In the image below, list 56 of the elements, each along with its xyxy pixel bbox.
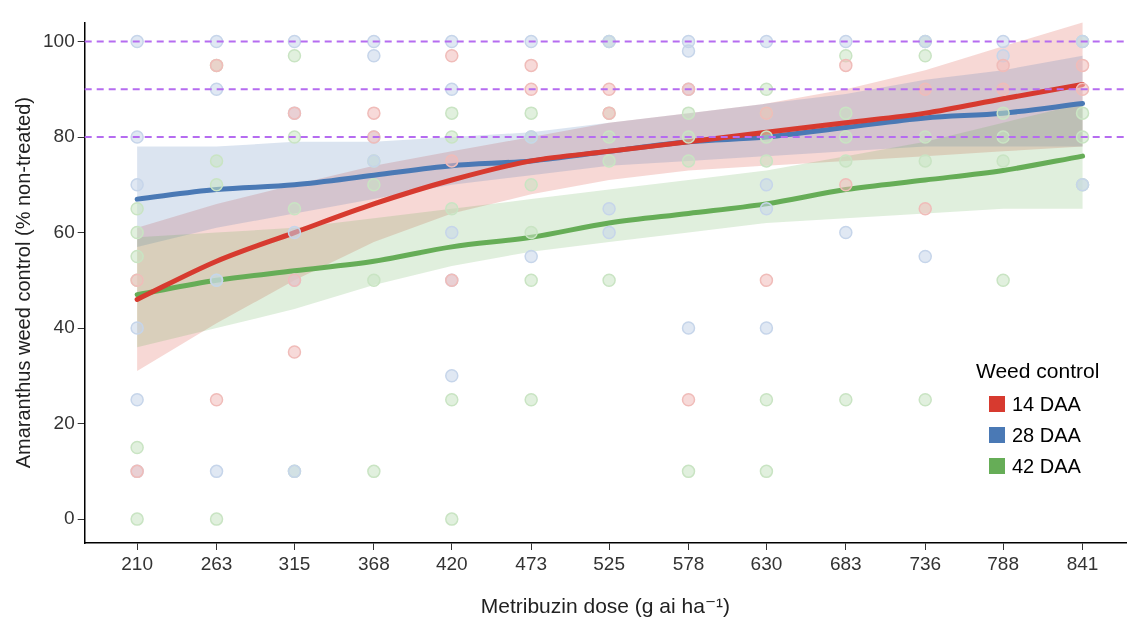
y-tick-label: 40 [53, 316, 75, 338]
x-tick-label: 578 [672, 552, 705, 574]
y-tick-label: 0 [64, 507, 75, 529]
point [996, 58, 1010, 73]
point [445, 49, 459, 63]
x-tick-label: 525 [593, 552, 625, 574]
point [681, 321, 696, 335]
x-tick-label: 473 [515, 552, 548, 574]
point [130, 392, 144, 407]
point [759, 178, 774, 192]
x-tick-label: 263 [200, 552, 233, 574]
point [759, 273, 774, 288]
x-axis-title: Metribuzin dose (g ai ha⁻¹) [480, 594, 730, 618]
point [918, 201, 932, 216]
point [130, 321, 144, 335]
x-tick-label: 315 [278, 552, 311, 574]
point [681, 44, 696, 58]
y-tick-label: 60 [53, 220, 75, 242]
point [209, 464, 224, 479]
x-tick-label: 420 [435, 552, 468, 574]
y-tick-label: 100 [43, 29, 75, 51]
point [445, 369, 459, 383]
point [287, 225, 302, 240]
x-tick-label: 683 [829, 552, 862, 574]
point [524, 58, 538, 73]
point [681, 392, 696, 407]
point [759, 201, 774, 216]
x-tick-label: 630 [750, 552, 783, 574]
point [367, 106, 381, 120]
point [130, 178, 144, 192]
point [602, 201, 616, 216]
legend-label: 42 DAA [1012, 454, 1082, 477]
point [839, 225, 853, 240]
y-axis-title: Amaranthus weed control (% non-treated) [11, 97, 34, 469]
point [445, 225, 459, 240]
y-tick-label: 80 [53, 125, 75, 147]
point [209, 392, 224, 407]
point [918, 249, 932, 264]
x-tick-label: 841 [1066, 552, 1099, 574]
x-tick-label: 788 [987, 552, 1019, 574]
point [602, 225, 616, 240]
point [839, 58, 853, 73]
point [445, 154, 459, 168]
legend-label: 28 DAA [1012, 423, 1082, 446]
legend-title: Weed control [976, 358, 1100, 382]
x-tick-label: 210 [121, 552, 153, 574]
legend-label: 14 DAA [1012, 392, 1082, 415]
point [839, 178, 853, 192]
y-tick-label: 20 [53, 411, 75, 433]
point [524, 249, 538, 264]
point [759, 321, 774, 335]
point [1075, 58, 1090, 73]
point [287, 345, 302, 359]
point [367, 49, 381, 63]
x-tick-label: 736 [909, 552, 942, 574]
x-tick-label: 368 [358, 552, 390, 574]
